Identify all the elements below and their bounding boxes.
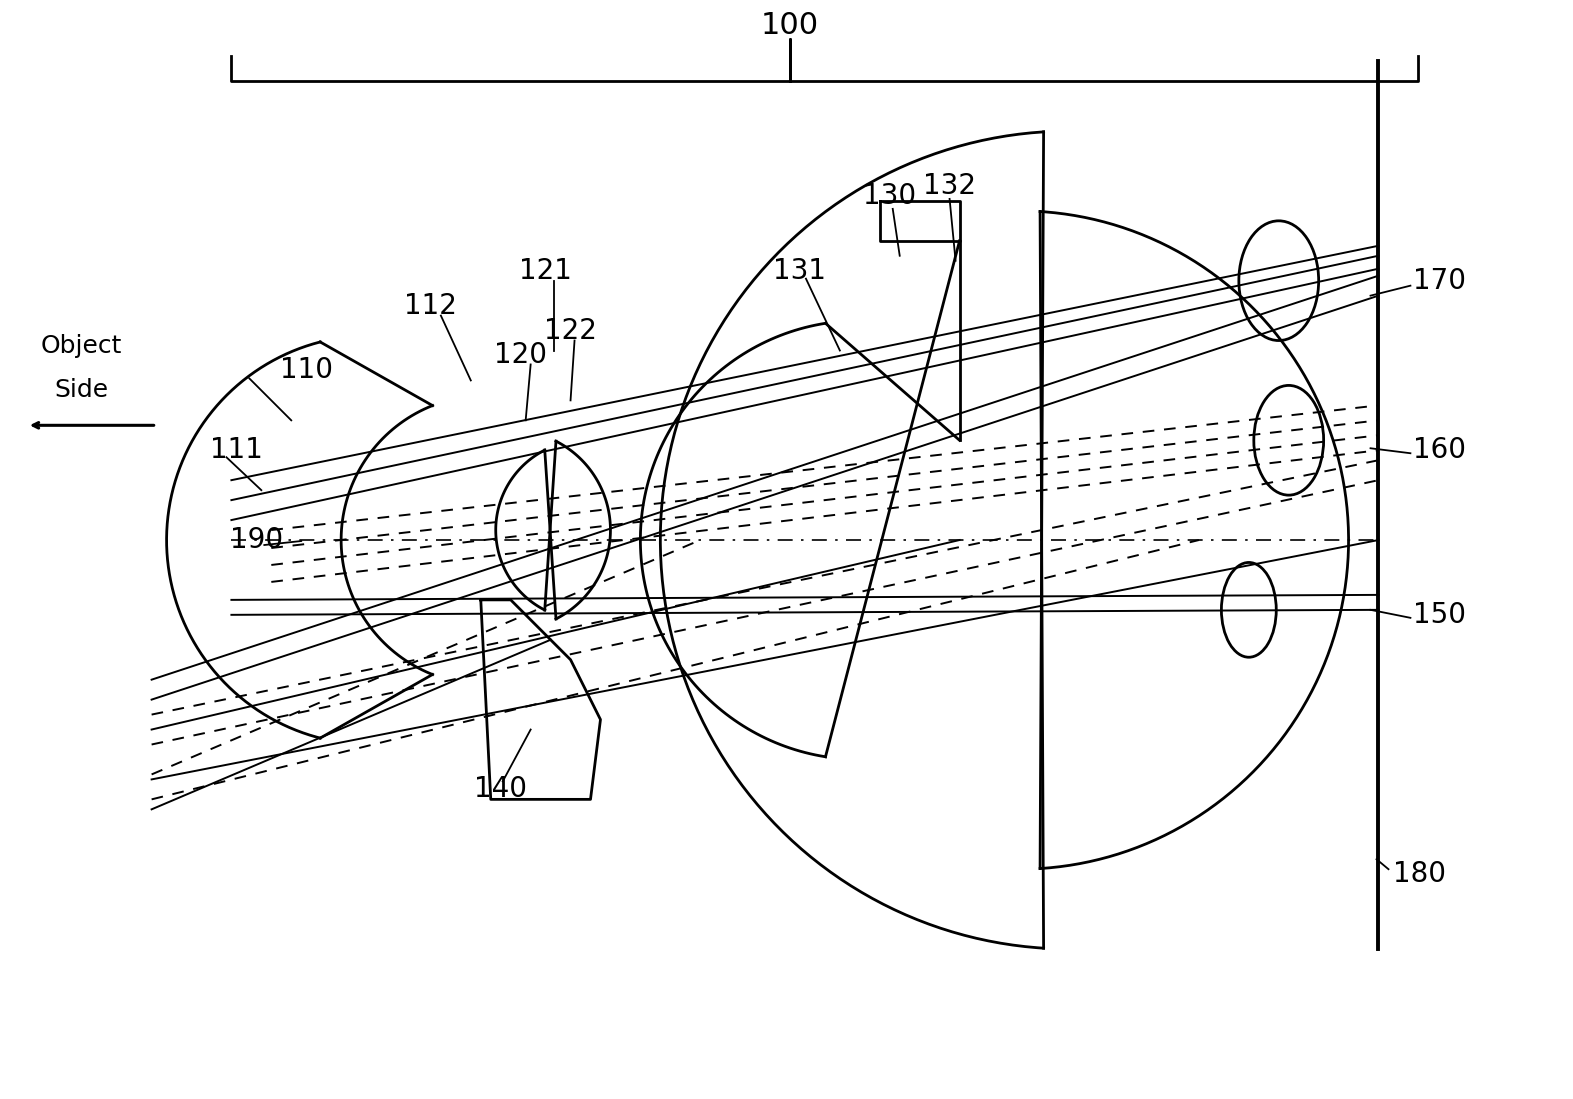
Text: 190: 190 — [230, 526, 283, 554]
Text: 112: 112 — [404, 291, 458, 320]
Text: 122: 122 — [544, 317, 598, 345]
Text: 132: 132 — [923, 171, 977, 200]
Text: 160: 160 — [1414, 436, 1466, 464]
Text: 180: 180 — [1394, 861, 1447, 888]
Text: Side: Side — [55, 378, 109, 402]
Text: 110: 110 — [280, 356, 333, 385]
Text: 111: 111 — [209, 436, 263, 464]
Text: 131: 131 — [774, 257, 826, 285]
Text: 100: 100 — [761, 11, 820, 41]
Text: 150: 150 — [1414, 601, 1466, 629]
Text: 130: 130 — [864, 182, 917, 210]
Text: 140: 140 — [473, 776, 527, 803]
Text: 170: 170 — [1414, 267, 1466, 295]
Text: 120: 120 — [494, 342, 547, 369]
Text: 121: 121 — [519, 257, 573, 285]
Text: Object: Object — [41, 333, 123, 357]
